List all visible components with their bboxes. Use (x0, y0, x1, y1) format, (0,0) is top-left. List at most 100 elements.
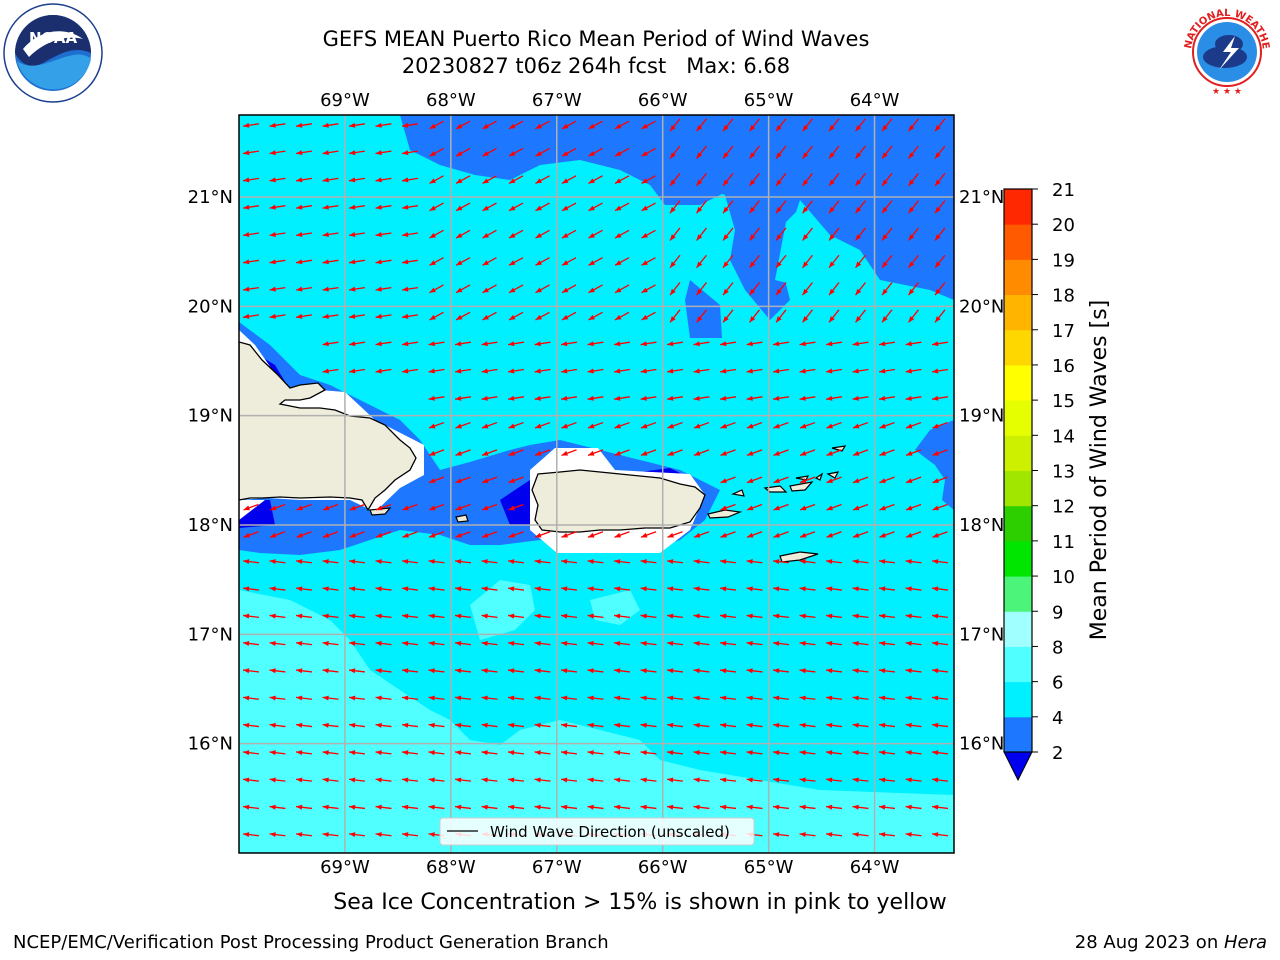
wave-direction-arrow (322, 777, 339, 783)
wave-direction-arrow (560, 668, 578, 674)
wave-direction-arrow (535, 229, 550, 239)
wave-direction-arrow (614, 531, 630, 538)
wave-direction-arrow (455, 476, 471, 484)
wave-direction-arrow (614, 421, 630, 429)
wave-direction-arrow (905, 832, 922, 838)
wave-direction-arrow (508, 449, 524, 456)
wave-direction-arrow (508, 202, 524, 212)
colorbar-segment (1004, 364, 1032, 401)
wave-direction-arrow (825, 559, 843, 565)
wave-direction-arrow (534, 531, 551, 538)
wave-direction-arrow (802, 227, 813, 241)
wave-direction-arrow (878, 613, 896, 619)
wave-direction-arrow (669, 145, 681, 159)
wave-direction-arrow (666, 341, 684, 347)
wave-direction-arrow (722, 309, 734, 323)
wave-direction-arrow (722, 118, 734, 132)
wave-direction-arrow (454, 804, 472, 810)
credit-branch: NCEP/EMC/Verification Post Processing Pr… (13, 932, 609, 953)
wave-direction-arrow (693, 750, 710, 756)
wave-direction-arrow (534, 668, 551, 674)
wave-direction-arrow (561, 257, 577, 266)
wave-direction-arrow (322, 804, 339, 810)
wave-direction-arrow (428, 559, 445, 565)
period-2-4-east (915, 420, 954, 510)
wave-direction-arrow (749, 227, 760, 241)
wave-direction-arrow (799, 640, 816, 646)
wave-direction-arrow (852, 395, 869, 401)
wave-direction-arrow (666, 613, 684, 619)
wave-direction-arrow (799, 668, 816, 674)
lon-tick-label: 69°W (320, 90, 370, 111)
wave-direction-arrow (772, 695, 790, 701)
colorbar-segment (1004, 576, 1032, 612)
wave-direction-arrow (507, 395, 525, 401)
wave-direction-arrow (640, 750, 657, 756)
wave-direction-arrow (269, 613, 286, 619)
wave-direction-arrow (719, 368, 737, 374)
lon-tick-label: 64°W (850, 857, 900, 878)
wave-direction-arrow (614, 120, 630, 130)
wave-direction-arrow (428, 777, 445, 783)
wave-direction-arrow (588, 284, 603, 294)
wave-direction-arrow (640, 531, 657, 538)
wave-direction-arrow (375, 286, 392, 292)
wave-direction-arrow (322, 640, 339, 646)
wave-direction-arrow (401, 750, 419, 756)
wave-direction-arrow (775, 118, 787, 132)
wave-direction-arrow (455, 421, 471, 429)
wave-direction-arrow (242, 722, 260, 728)
wave-direction-arrow (428, 395, 445, 401)
wave-direction-arrow (693, 640, 710, 646)
wave-direction-arrow (934, 309, 946, 323)
wave-direction-arrow (666, 804, 684, 810)
wave-direction-arrow (802, 145, 813, 159)
wave-direction-arrow (852, 668, 869, 674)
wave-direction-arrow (587, 804, 604, 810)
wave-direction-arrow (905, 503, 922, 511)
colorbar-tick-label: 10 (1052, 567, 1075, 588)
wave-direction-arrow (269, 531, 286, 538)
wave-direction-arrow (720, 421, 736, 429)
wave-direction-arrow (375, 804, 392, 810)
lat-tick-label: 16°N (188, 734, 233, 755)
wave-direction-arrow (375, 341, 392, 347)
wave-direction-arrow (508, 421, 524, 429)
period-6-8-patch-2 (590, 590, 640, 625)
wave-direction-arrow (775, 172, 787, 187)
wave-direction-arrow (348, 341, 366, 347)
wave-direction-arrow (534, 695, 551, 701)
colorbar-segment (1004, 224, 1032, 260)
wave-direction-arrow (802, 172, 813, 187)
period-2-4-north (400, 115, 954, 320)
lat-tick-label: 21°N (959, 187, 1004, 208)
wave-direction-arrow (799, 449, 816, 456)
wave-direction-arrow (775, 309, 787, 323)
wave-direction-arrow (560, 586, 578, 592)
wave-direction-arrow (666, 668, 684, 674)
land-anegada (831, 445, 847, 452)
wave-direction-arrow (905, 750, 922, 756)
wave-direction-arrow (878, 695, 896, 701)
wave-direction-arrow (641, 311, 656, 321)
wave-direction-arrow (508, 229, 524, 239)
wave-direction-arrow (666, 395, 684, 401)
wave-direction-arrow (696, 282, 707, 296)
lon-tick-label: 69°W (320, 857, 370, 878)
wave-direction-arrow (295, 232, 313, 237)
colorbar-tick-label: 2 (1052, 743, 1063, 764)
wave-direction-arrow (666, 695, 684, 701)
sea-ice-note: Sea Ice Concentration > 15% is shown in … (333, 890, 947, 915)
wave-direction-arrow (640, 559, 657, 565)
wave-direction-arrow (507, 750, 525, 756)
wave-direction-arrow (640, 395, 657, 401)
wave-direction-arrow (693, 613, 710, 619)
wave-direction-arrow (269, 559, 286, 565)
wave-direction-arrow (669, 227, 681, 241)
wave-direction-arrow (535, 120, 550, 130)
colorbar-segment (1004, 540, 1032, 577)
wave-direction-arrow (348, 313, 366, 319)
wave-direction-arrow (428, 804, 445, 810)
wave-direction-arrow (428, 750, 445, 756)
wave-direction-arrow (693, 449, 710, 456)
